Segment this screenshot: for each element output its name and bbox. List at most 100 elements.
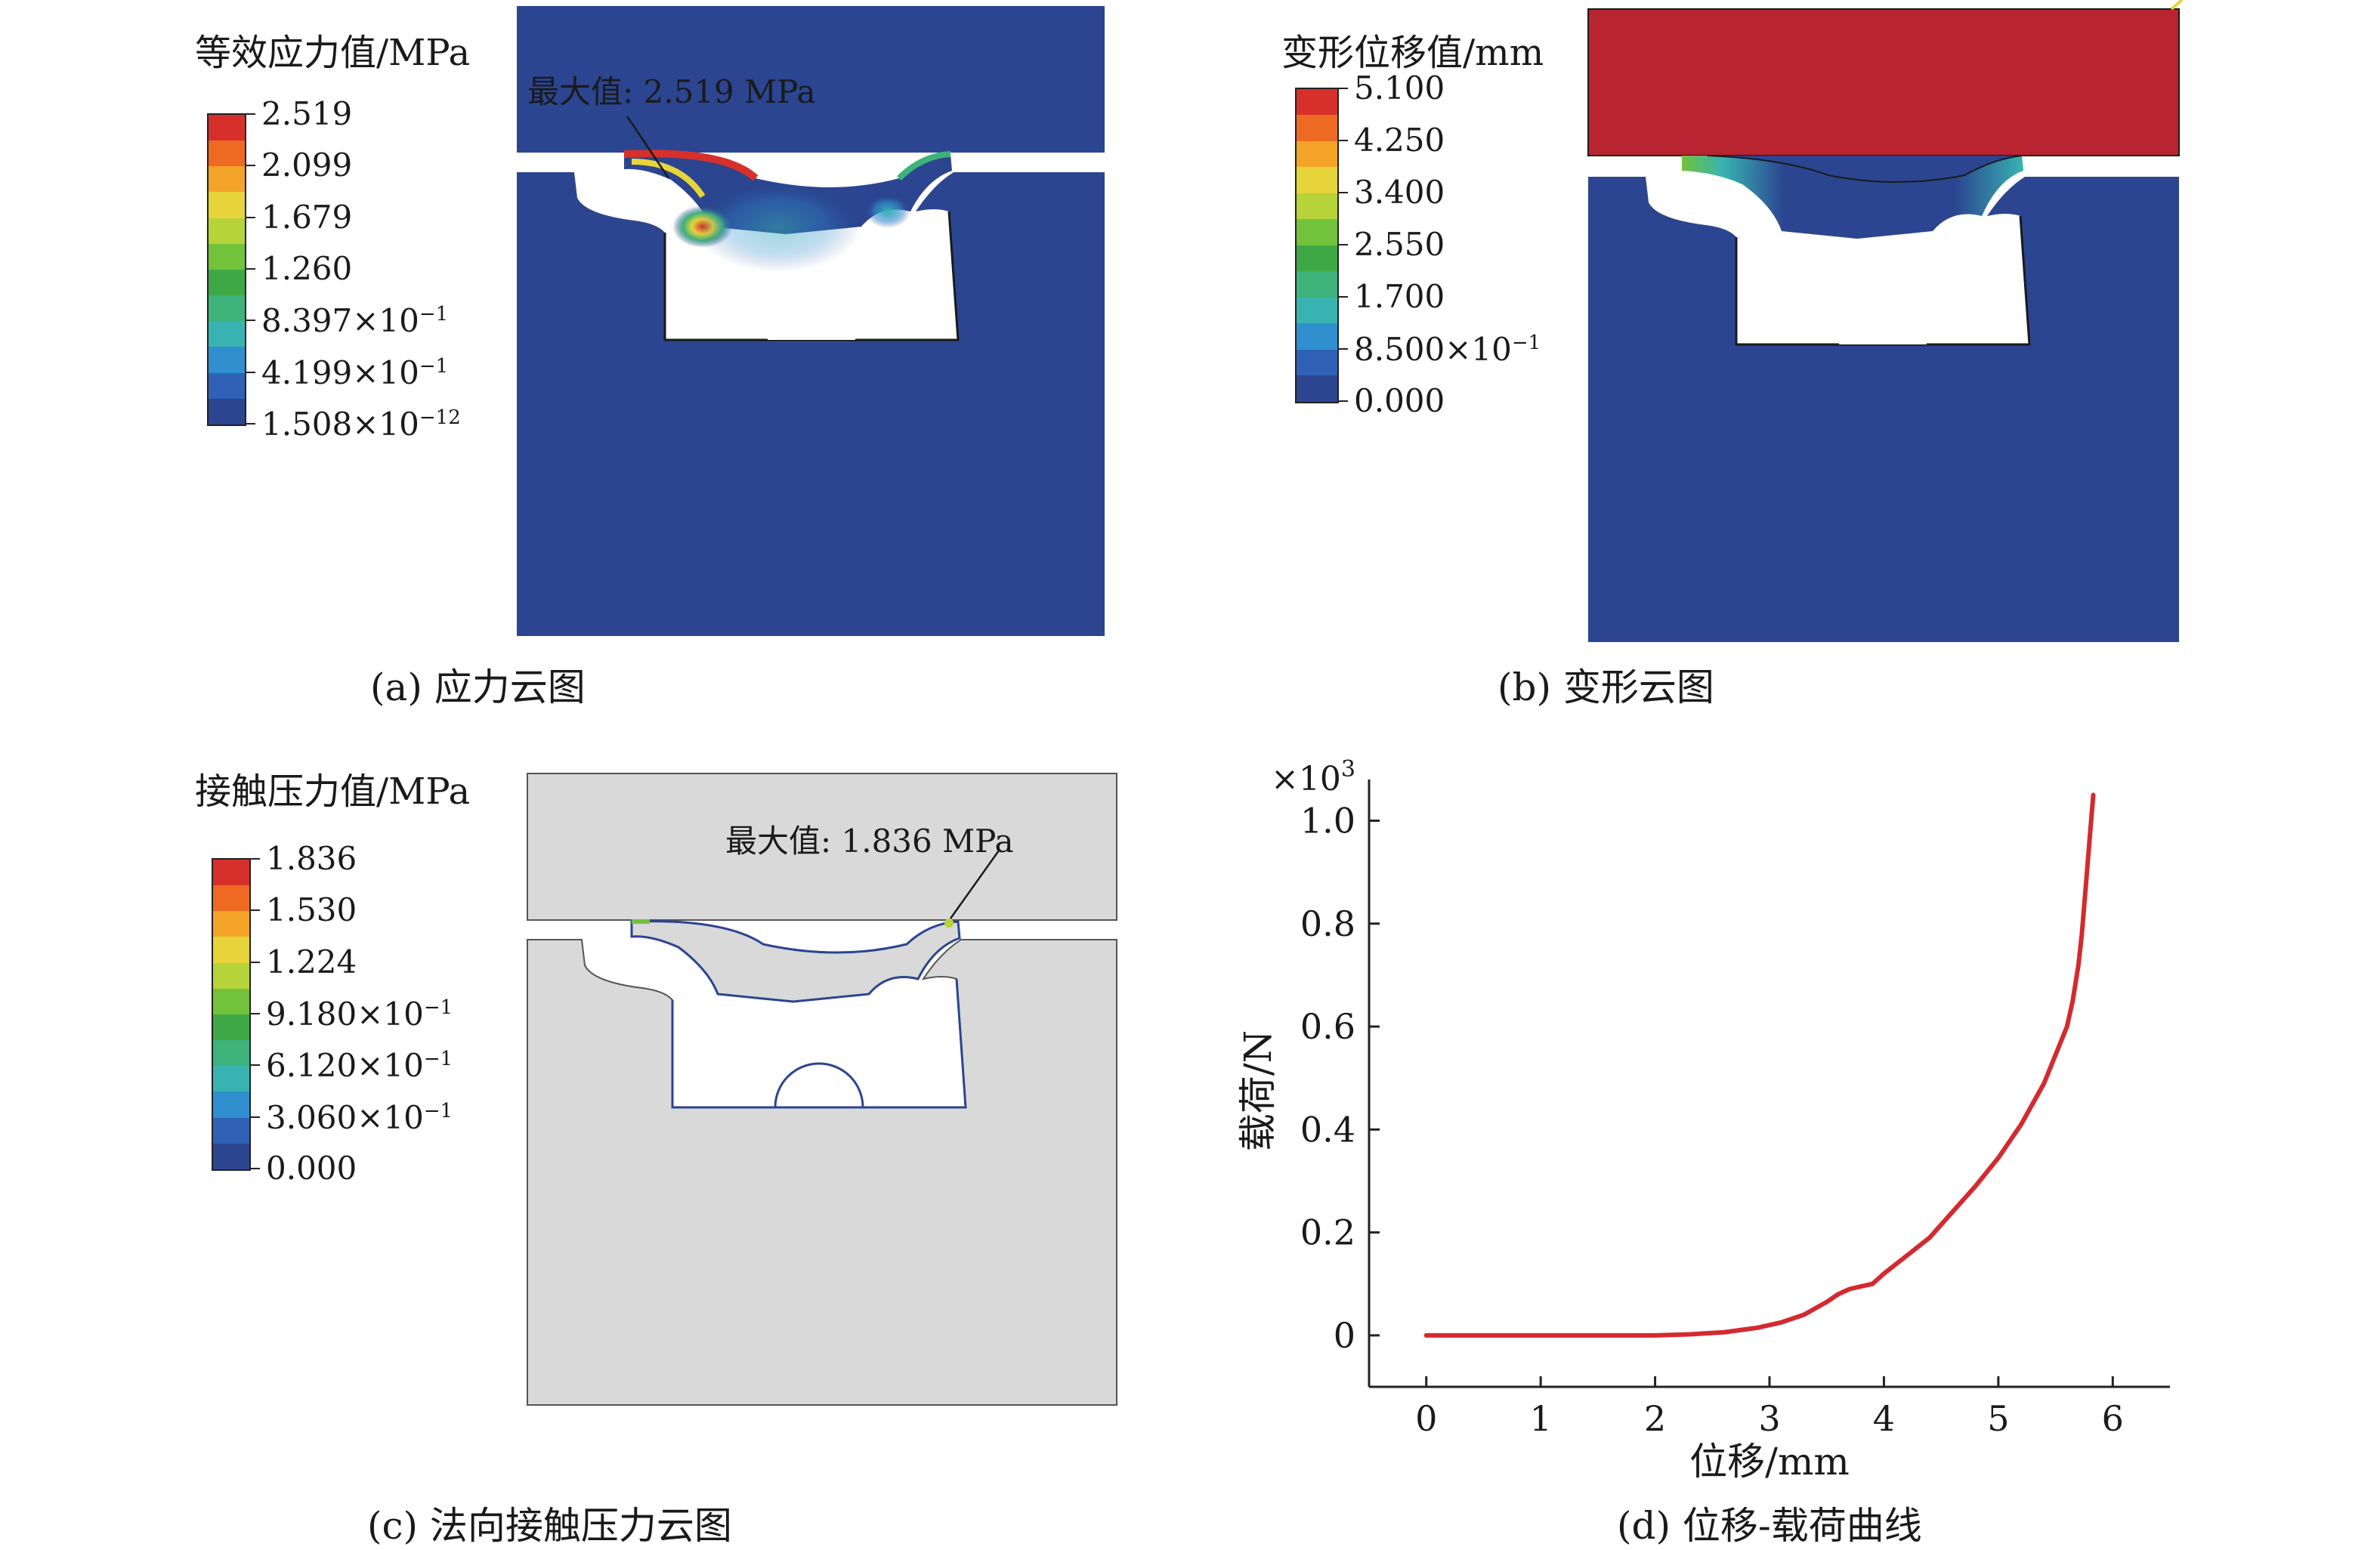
max-value-annotation-contact: 最大值: 1.836 MPa (725, 823, 1014, 860)
x-tick-label: 0 (1415, 1398, 1437, 1439)
legend-tick-label: 4.199×10−1 (261, 354, 449, 391)
caption-c: (c) 法向接触压力云图 (367, 1504, 732, 1548)
legend-tick (249, 1064, 260, 1067)
semicircle-hole (774, 1062, 864, 1109)
x-tick-label: 5 (1987, 1398, 2009, 1439)
legend-tick-label: 2.519 (261, 95, 353, 132)
legend-colorbar-contact (212, 858, 251, 1171)
caption-a: (a) 应力云图 (370, 665, 586, 709)
legend-color-step (209, 295, 245, 322)
legend-tick (1337, 244, 1348, 245)
semicircle-hole (768, 296, 855, 340)
y-tick-label: 0.4 (1300, 1109, 1355, 1150)
fe-model-stress (517, 6, 1105, 636)
x-tick-label: 4 (1873, 1398, 1895, 1439)
lower-block (527, 939, 1117, 1406)
y-axis-multiplier: ×103 (1271, 756, 1355, 798)
legend-tick (1337, 400, 1348, 402)
legend-tick-label: 3.400 (1354, 174, 1445, 211)
legend-tick-label: 1.530 (266, 891, 357, 929)
legend-color-step (209, 140, 245, 167)
legend-tick (249, 1168, 260, 1169)
legend-tick-label: 0.000 (1354, 382, 1445, 419)
legend-color-step (1297, 193, 1337, 220)
lower-block (1588, 177, 2179, 642)
legend-color-step (209, 243, 245, 270)
legend-tick (1337, 296, 1348, 298)
legend-color-step (1297, 140, 1337, 168)
legend-tick (245, 371, 255, 373)
fe-model-deformation (1587, 0, 2184, 642)
sealing-lip (630, 920, 961, 1003)
load-displacement-chart: 0 1 2 3 4 5 6 0 0.2 0.4 0.6 0.8 1.0 位移/mm 载荷/N ×103 (1236, 756, 2170, 1484)
legend-tick (249, 858, 260, 860)
panel-c-contact-pressure: 接触压力值/MPa 1.836 1.530 1.224 9.180×10−1 6.120… (0, 740, 1179, 1548)
panel-a-stress-contour: 等效应力值/MPa 2.519 2.099 1.679 1.260 8.397×10−1… (0, 0, 1179, 725)
legend-tick-label: 2.099 (261, 147, 353, 184)
upper-block (527, 773, 1117, 921)
legend-color-step (213, 911, 249, 937)
legend-color-step (1297, 89, 1337, 116)
legend-tick-label: 1.260 (261, 250, 353, 287)
legend-tick-label: 5.100 (1354, 69, 1445, 107)
legend-color-step (213, 1091, 249, 1118)
legend-color-step (1297, 167, 1337, 193)
fe-model-contact (527, 773, 1117, 1406)
legend-colorbar-deformation (1295, 88, 1339, 403)
x-tick-label: 6 (2102, 1398, 2124, 1439)
legend-color-step (1297, 297, 1337, 324)
y-tick-label: 0 (1334, 1315, 1355, 1356)
legend-tick (245, 320, 255, 322)
legend-title-stress: 等效应力值/MPa (195, 32, 471, 74)
panel-d-load-displacement-chart: 0 1 2 3 4 5 6 0 0.2 0.4 0.6 0.8 1.0 位移/mm 载荷/N ×103 (d)… (1179, 740, 2380, 1548)
x-tick-label: 1 (1530, 1398, 1552, 1439)
legend-tick-label: 8.397×10−1 (261, 302, 449, 340)
legend-color-step (209, 321, 245, 347)
legend-tick (245, 113, 255, 115)
legend-color-step (209, 166, 245, 193)
legend-color-step (213, 1143, 249, 1169)
upper-block-displaced (1587, 8, 2180, 156)
legend-tick (245, 165, 255, 167)
semicircle-hole (1839, 301, 1927, 344)
legend-tick-label: 1.679 (261, 198, 353, 236)
legend-tick-label: 1.224 (266, 943, 357, 980)
legend-title-deformation: 变形位移值/mm (1281, 32, 1544, 74)
legend-tick (249, 961, 260, 963)
legend-colorbar-stress (207, 113, 246, 426)
y-tick-label: 1.0 (1300, 801, 1355, 841)
legend-tick (249, 909, 260, 912)
legend-tick (1337, 140, 1348, 141)
legend-title-contact: 接触压力值/MPa (195, 770, 471, 813)
legend-tick (249, 1116, 260, 1118)
legend-tick (1337, 88, 1348, 89)
legend-tick (245, 423, 255, 425)
load-displacement-curve (1423, 792, 2096, 1338)
legend-color-step (213, 1040, 249, 1067)
legend-color-step (1297, 271, 1337, 298)
legend-tick-label: 0.000 (266, 1150, 357, 1187)
legend-color-step (1297, 245, 1337, 272)
caption-b: (b) 变形云图 (1498, 665, 1714, 709)
legend-tick (249, 1013, 260, 1014)
legend-tick-label: 1.508×10−12 (261, 406, 461, 443)
caption-d: (d) 位移-载荷曲线 (1617, 1504, 1922, 1548)
legend-tick-label: 4.250 (1354, 122, 1445, 159)
legend-color-step (209, 398, 245, 425)
max-value-annotation-stress: 最大值: 2.519 MPa (527, 73, 816, 110)
y-axis-label: 载荷/N (1236, 1030, 1280, 1152)
y-tick-label: 0.2 (1300, 1212, 1355, 1253)
y-tick-label: 0.8 (1300, 903, 1355, 944)
legend-color-step (213, 937, 249, 963)
legend-tick-label: 2.550 (1354, 226, 1445, 263)
y-tick-label: 0.6 (1300, 1006, 1355, 1047)
legend-color-step (213, 988, 249, 1014)
panel-b-deformation-contour: 变形位移值/mm 5.100 4.250 3.400 2.550 1.700 8.500×… (1179, 0, 2380, 725)
legend-tick (245, 216, 255, 218)
legend-color-step (213, 1117, 249, 1144)
upper-block (517, 6, 1105, 153)
x-axis-label: 位移/mm (1689, 1440, 1850, 1484)
legend-color-step (209, 347, 245, 373)
legend-color-step (213, 1066, 249, 1092)
legend-tick-label: 8.500×10−1 (1354, 331, 1541, 368)
